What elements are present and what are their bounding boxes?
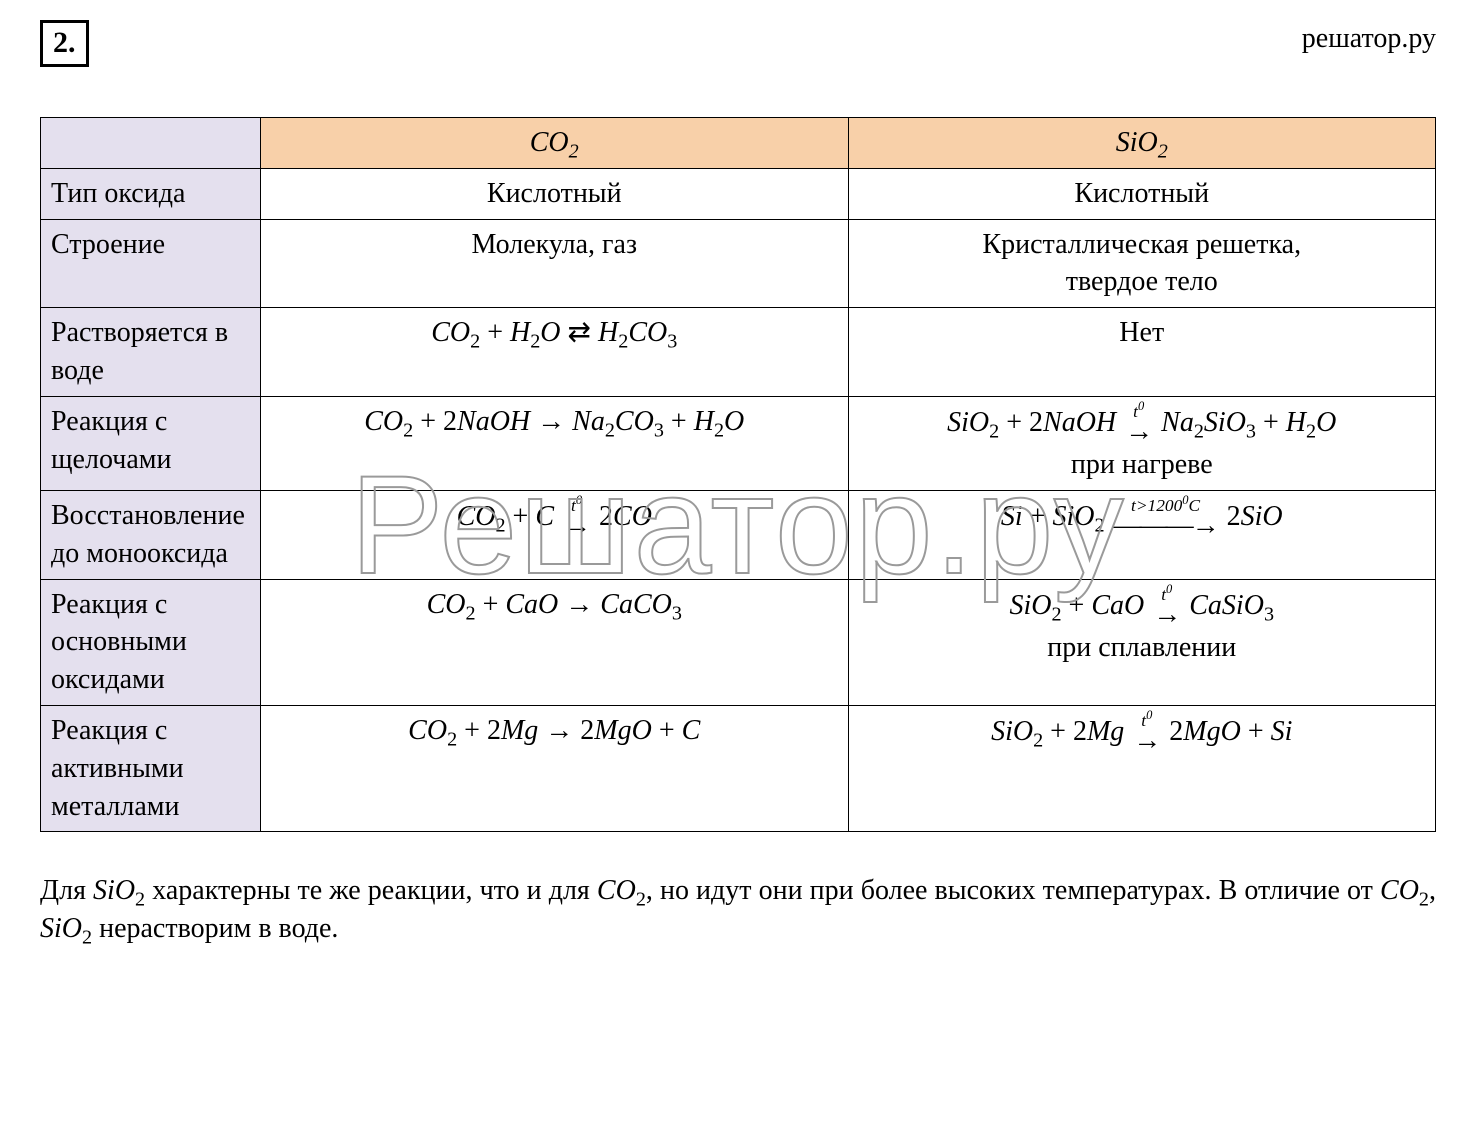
row-label: Реакция с щелочами xyxy=(41,396,261,490)
cell-sio2: SiO2 + 2NaOH t0→ Na2SiO3 + H2Oпри нагрев… xyxy=(848,396,1436,490)
cell-co2: Молекула, газ xyxy=(261,219,849,308)
row-label: Растворяется в воде xyxy=(41,308,261,397)
header-co2: CO2 xyxy=(261,118,849,169)
cell-co2: CO2 + C t0→ 2CO xyxy=(261,490,849,579)
header-sio2: SiO2 xyxy=(848,118,1436,169)
cell-co2: CO2 + H2O ⇄ H2CO3 xyxy=(261,308,849,397)
cell-sio2: SiO2 + CaO t0→ CaSiO3при сплавлении xyxy=(848,579,1436,705)
cell-co2: Кислотный xyxy=(261,168,849,219)
table-row: Восстановление до монооксида CO2 + C t0→… xyxy=(41,490,1436,579)
cell-sio2: Кислотный xyxy=(848,168,1436,219)
row-label: Тип оксида xyxy=(41,168,261,219)
row-label: Реакция с основными оксидами xyxy=(41,579,261,705)
table-row: Растворяется в воде CO2 + H2O ⇄ H2CO3 Не… xyxy=(41,308,1436,397)
cell-sio2: Кристаллическая решетка,твердое тело xyxy=(848,219,1436,308)
table-row: Строение Молекула, газ Кристаллическая р… xyxy=(41,219,1436,308)
comparison-table: CO2 SiO2 Тип оксида Кислотный Кислотный … xyxy=(40,117,1436,832)
header-blank xyxy=(41,118,261,169)
top-bar: 2. решатор.ру xyxy=(40,20,1436,67)
table-row: Реакция с активными металлами CO2 + 2Mg … xyxy=(41,705,1436,831)
brand-label: решатор.ру xyxy=(1302,20,1436,58)
footnote-text: Для SiO2 характерны те же реакции, что и… xyxy=(40,872,1436,948)
table-row: Реакция с основными оксидами CO2 + CaO →… xyxy=(41,579,1436,705)
cell-co2: CO2 + 2Mg → 2MgO + C xyxy=(261,705,849,831)
question-number: 2. xyxy=(40,20,89,67)
row-label: Строение xyxy=(41,219,261,308)
cell-sio2: Si + SiO2 t>12000C———→ 2SiO xyxy=(848,490,1436,579)
row-label: Восстановление до монооксида xyxy=(41,490,261,579)
table-row: Тип оксида Кислотный Кислотный xyxy=(41,168,1436,219)
table-body: Тип оксида Кислотный Кислотный Строение … xyxy=(41,168,1436,832)
cell-sio2: SiO2 + 2Mg t0→ 2MgO + Si xyxy=(848,705,1436,831)
row-label: Реакция с активными металлами xyxy=(41,705,261,831)
cell-sio2: Нет xyxy=(848,308,1436,397)
cell-co2: CO2 + 2NaOH → Na2CO3 + H2O xyxy=(261,396,849,490)
table-header-row: CO2 SiO2 xyxy=(41,118,1436,169)
cell-co2: CO2 + CaO → CaCO3 xyxy=(261,579,849,705)
page: Решатор.ру 2. решатор.ру CO2 SiO2 Тип ок… xyxy=(0,0,1476,1125)
table-row: Реакция с щелочами CO2 + 2NaOH → Na2CO3 … xyxy=(41,396,1436,490)
